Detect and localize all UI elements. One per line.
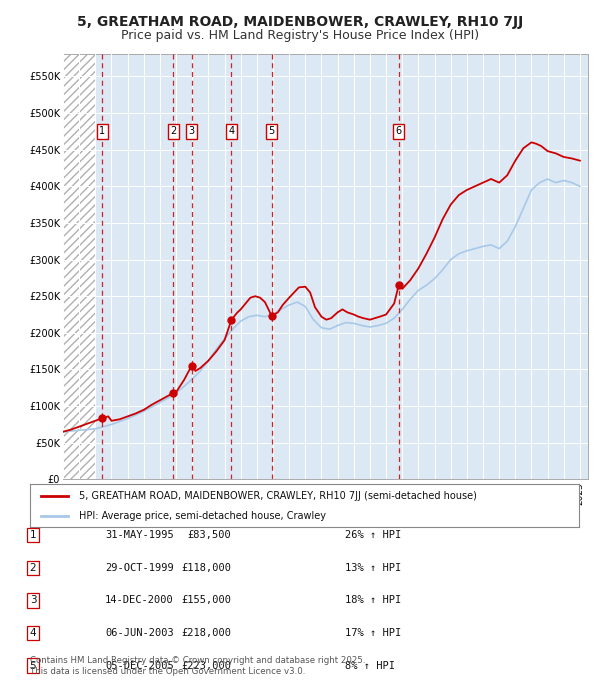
Text: Price paid vs. HM Land Registry's House Price Index (HPI): Price paid vs. HM Land Registry's House … — [121, 29, 479, 41]
Text: 6: 6 — [395, 126, 402, 136]
Text: 5: 5 — [29, 661, 37, 670]
Text: 1: 1 — [29, 530, 37, 540]
Text: This data is licensed under the Open Government Licence v3.0.: This data is licensed under the Open Gov… — [30, 667, 305, 676]
Text: Contains HM Land Registry data © Crown copyright and database right 2025.: Contains HM Land Registry data © Crown c… — [30, 656, 365, 665]
Text: £223,000: £223,000 — [181, 661, 231, 670]
Text: £118,000: £118,000 — [181, 563, 231, 573]
Text: 06-JUN-2003: 06-JUN-2003 — [105, 628, 174, 638]
Text: 29-OCT-1999: 29-OCT-1999 — [105, 563, 174, 573]
Text: 2: 2 — [29, 563, 37, 573]
Text: £218,000: £218,000 — [181, 628, 231, 638]
Text: 1: 1 — [99, 126, 105, 136]
Text: 5: 5 — [269, 126, 275, 136]
Text: 3: 3 — [188, 126, 194, 136]
Text: 4: 4 — [29, 628, 37, 638]
Text: 5, GREATHAM ROAD, MAIDENBOWER, CRAWLEY, RH10 7JJ: 5, GREATHAM ROAD, MAIDENBOWER, CRAWLEY, … — [77, 15, 523, 29]
Text: 05-DEC-2005: 05-DEC-2005 — [105, 661, 174, 670]
Text: 14-DEC-2000: 14-DEC-2000 — [105, 596, 174, 605]
Text: 3: 3 — [29, 596, 37, 605]
Text: 17% ↑ HPI: 17% ↑ HPI — [345, 628, 401, 638]
Text: 26% ↑ HPI: 26% ↑ HPI — [345, 530, 401, 540]
Text: 4: 4 — [229, 126, 235, 136]
Bar — [63, 54, 95, 479]
Text: HPI: Average price, semi-detached house, Crawley: HPI: Average price, semi-detached house,… — [79, 511, 326, 522]
Text: £83,500: £83,500 — [187, 530, 231, 540]
Text: £155,000: £155,000 — [181, 596, 231, 605]
Text: 18% ↑ HPI: 18% ↑ HPI — [345, 596, 401, 605]
Text: 5, GREATHAM ROAD, MAIDENBOWER, CRAWLEY, RH10 7JJ (semi-detached house): 5, GREATHAM ROAD, MAIDENBOWER, CRAWLEY, … — [79, 491, 477, 501]
Text: 13% ↑ HPI: 13% ↑ HPI — [345, 563, 401, 573]
Text: 2: 2 — [170, 126, 176, 136]
Text: 8% ↑ HPI: 8% ↑ HPI — [345, 661, 395, 670]
Text: 31-MAY-1995: 31-MAY-1995 — [105, 530, 174, 540]
